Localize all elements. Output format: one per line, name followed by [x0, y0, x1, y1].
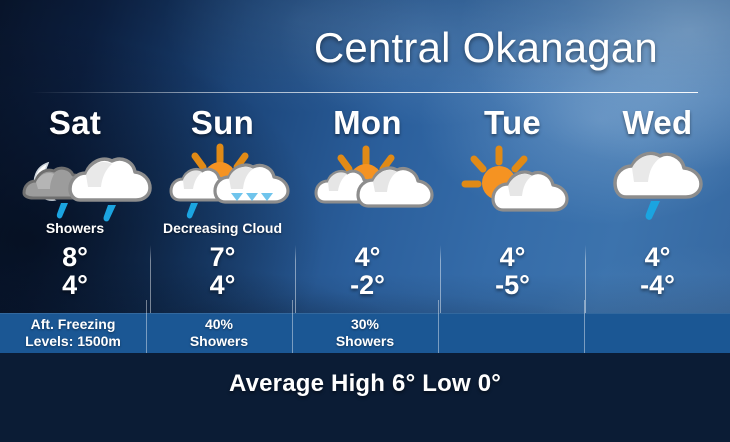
temp-low: -4° [640, 270, 675, 301]
temp-low: 4° [62, 270, 88, 301]
temp-high: 4° [499, 242, 526, 272]
condition-label: Decreasing Cloud [162, 220, 283, 236]
detail-cell-sat: Aft. Freezing Levels: 1500m [0, 313, 146, 353]
night-cloud-showers-icon [0, 145, 152, 222]
title-divider [30, 92, 698, 93]
temp-high: 7° [209, 242, 236, 272]
forecast-columns: Sat [0, 100, 730, 355]
sun-behind-clouds-icon [304, 145, 434, 221]
detail-text: 40% Showers [189, 316, 249, 349]
detail-cell-tue [438, 300, 584, 366]
forecast-day-tue[interactable]: Tue [440, 100, 585, 355]
temp-low: -5° [495, 270, 530, 301]
footer-bar: Average High 6° Low 0° [0, 353, 730, 442]
sun-cloud-shower-wind-icon [157, 143, 290, 221]
forecast-day-sat[interactable]: Sat [0, 100, 152, 320]
day-label: Tue [483, 104, 542, 141]
detail-text: Aft. Freezing Levels: 1500m [25, 316, 121, 349]
forecast-day-mon[interactable]: Mon [295, 100, 440, 355]
temp-high: 4° [354, 242, 381, 272]
detail-cell-mon: 30% Showers [292, 300, 438, 366]
page-title: Central Okanagan [313, 24, 658, 71]
day-label: Wed [622, 104, 693, 141]
detail-cell-wed [584, 300, 730, 366]
detail-band: Aft. Freezing Levels: 1500m 40% Showers … [0, 300, 730, 366]
temp-high: 4° [644, 242, 671, 272]
temperature-block: 4° -5° [495, 243, 530, 299]
day-label: Sat [48, 104, 102, 141]
forecast-day-sun[interactable]: Sun [150, 100, 295, 355]
day-label: Sun [190, 104, 255, 141]
temp-high: 8° [62, 242, 88, 272]
day-label: Mon [333, 104, 402, 141]
detail-text: 30% Showers [335, 316, 395, 349]
detail-cell-sun: 40% Showers [146, 300, 292, 366]
temperature-block: 7° 4° [210, 243, 236, 299]
temp-low: -2° [350, 270, 385, 301]
condition-label: Showers [45, 220, 105, 236]
temperature-block: 4° -4° [640, 243, 675, 299]
average-summary: Average High 6° Low 0° [228, 370, 502, 397]
sun-one-cloud-icon [455, 145, 571, 221]
forecast-day-wed[interactable]: Wed 4° -4° [585, 100, 730, 355]
temp-low: 4° [209, 270, 236, 301]
temperature-block: 8° 4° [62, 243, 88, 299]
cloud-shower-icon [603, 145, 713, 221]
temperature-block: 4° -2° [350, 243, 385, 299]
